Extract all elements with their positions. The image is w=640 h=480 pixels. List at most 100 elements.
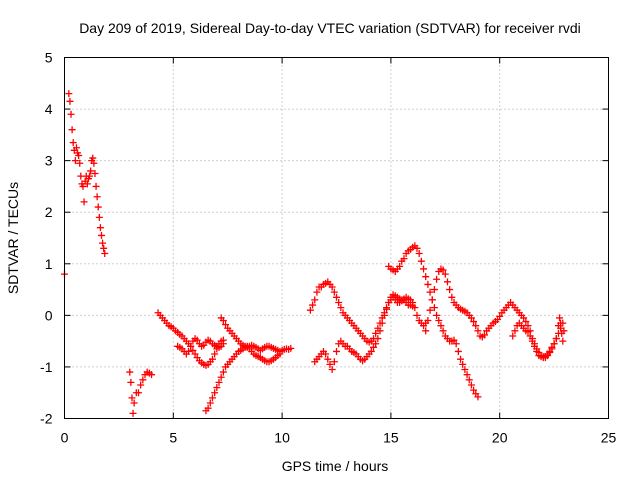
data-point [126, 368, 134, 376]
data-point [313, 288, 321, 296]
data-point [148, 371, 156, 379]
data-point [217, 373, 225, 381]
data-point [287, 344, 295, 352]
data-point [509, 332, 517, 340]
series-s2 [65, 90, 109, 257]
data-point [311, 296, 319, 304]
data-point [276, 350, 284, 358]
x-tick-label: 20 [492, 430, 508, 446]
data-point [322, 350, 330, 358]
data-point [422, 273, 430, 281]
data-point [219, 317, 227, 325]
data-point [91, 170, 99, 178]
data-point [80, 198, 88, 206]
data-point [452, 340, 460, 348]
data-point [130, 399, 138, 407]
x-axis-title: GPS time / hours [282, 458, 389, 474]
data-point [309, 301, 317, 309]
data-point [461, 366, 469, 374]
data-point [101, 249, 109, 257]
y-tick-label: 1 [45, 256, 53, 272]
data-point [211, 389, 219, 397]
data-point [546, 348, 554, 356]
data-point [71, 157, 79, 165]
y-axis-title: SDTVAR / TECUs [5, 182, 21, 294]
data-point [367, 347, 375, 355]
data-point [79, 182, 87, 190]
data-point [531, 340, 539, 348]
data-point [100, 244, 108, 252]
data-point [448, 293, 456, 301]
data-point [89, 154, 97, 162]
data-point [211, 350, 219, 358]
data-point [417, 257, 425, 265]
data-point [433, 311, 441, 319]
data-point [90, 159, 98, 167]
data-point [472, 322, 480, 330]
data-point [415, 249, 423, 257]
data-point [372, 329, 380, 337]
data-point [428, 296, 436, 304]
data-point [206, 399, 214, 407]
data-point [420, 265, 428, 273]
data-point [92, 182, 100, 190]
data-point [139, 376, 147, 384]
data-point [426, 306, 434, 314]
data-point [75, 151, 83, 159]
data-point [219, 340, 227, 348]
y-tick-label: 0 [45, 307, 53, 323]
y-tick-label: 2 [45, 204, 53, 220]
data-point [511, 327, 519, 335]
data-point [459, 360, 467, 368]
data-point [68, 126, 76, 134]
data-point [474, 393, 482, 401]
data-point [383, 305, 391, 313]
data-point [470, 318, 478, 326]
series-s5 [174, 335, 227, 358]
data-point [337, 304, 345, 312]
data-point [378, 319, 386, 327]
data-point [328, 283, 336, 291]
data-point [335, 298, 343, 306]
data-point [430, 286, 438, 294]
data-point [134, 389, 142, 397]
data-point [443, 278, 451, 286]
data-point [87, 167, 95, 175]
data-point [96, 224, 104, 232]
data-point [83, 180, 91, 188]
data-point [137, 381, 145, 389]
data-point [470, 386, 478, 394]
data-marks [61, 90, 568, 417]
data-point [400, 255, 408, 263]
data-point [99, 239, 107, 247]
data-point [189, 346, 197, 354]
data-point [550, 340, 558, 348]
data-point [435, 317, 443, 325]
data-point [424, 280, 432, 288]
y-tick-label: 3 [45, 153, 53, 169]
data-point [376, 327, 384, 335]
data-point [396, 262, 404, 270]
data-point [467, 381, 475, 389]
data-point [437, 322, 445, 330]
data-point [330, 358, 338, 366]
data-point [328, 366, 336, 374]
series-s12 [509, 314, 568, 362]
data-point [522, 318, 530, 326]
data-point [556, 314, 564, 322]
data-point [552, 335, 560, 343]
data-point [369, 343, 377, 351]
data-point [446, 286, 454, 294]
data-point [413, 311, 421, 319]
y-tick-label: -1 [40, 359, 53, 375]
data-point [76, 159, 84, 167]
series-s3 [126, 368, 156, 417]
data-point [193, 336, 201, 344]
y-tick-label: 4 [45, 101, 53, 117]
data-point [215, 378, 223, 386]
data-point [467, 314, 475, 322]
data-point [480, 331, 488, 339]
data-point [219, 368, 227, 376]
data-point [409, 302, 417, 310]
